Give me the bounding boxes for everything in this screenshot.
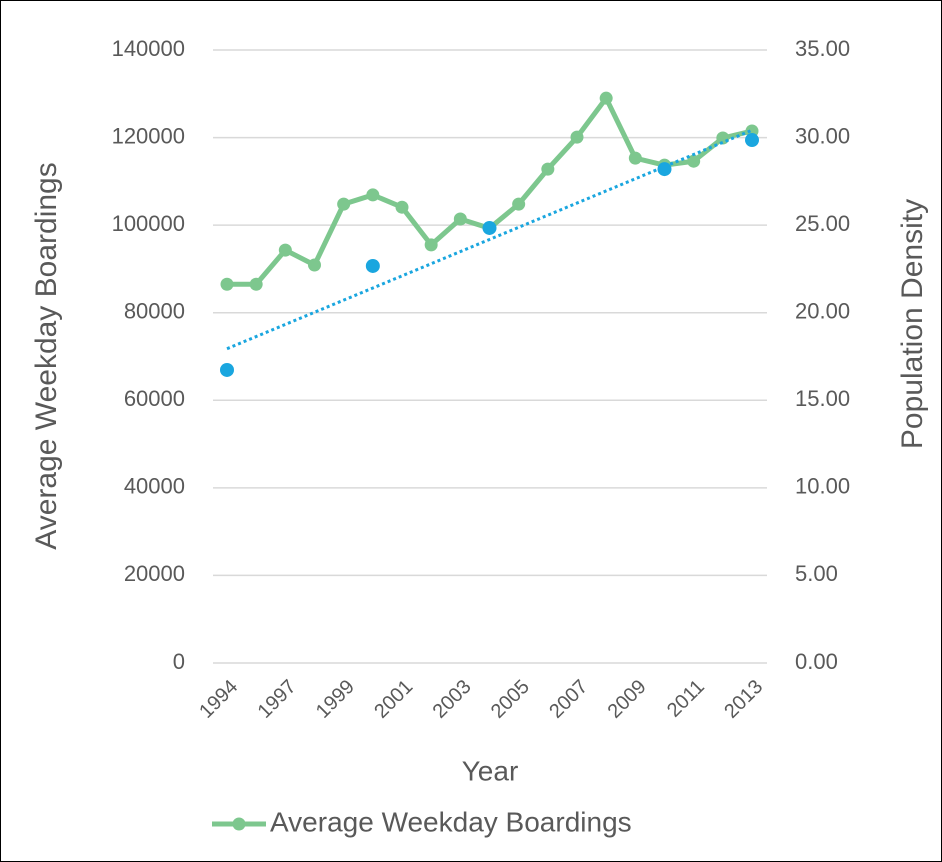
data-point (541, 162, 555, 176)
data-point (599, 91, 613, 105)
data-point (337, 197, 351, 211)
y-tick-label: 0 (173, 649, 185, 674)
trendline (226, 128, 753, 351)
data-point (220, 362, 234, 377)
y-axis-title: Average Weekday Boardings (30, 162, 63, 549)
y2-tick-label: 0.00 (795, 649, 838, 674)
data-point (570, 130, 584, 144)
y-tick-label: 40000 (124, 474, 185, 499)
y-tick-label: 140000 (112, 36, 185, 61)
data-point (512, 197, 526, 211)
y-tick-label: 100000 (112, 211, 185, 236)
y2-tick-label: 20.00 (795, 299, 850, 324)
y2-tick-label: 25.00 (795, 211, 850, 236)
y2-tick-label: 5.00 (795, 561, 838, 586)
data-point (628, 151, 642, 165)
data-point (424, 238, 438, 252)
data-point (278, 243, 292, 257)
data-point (366, 188, 380, 202)
y2-tick-label: 10.00 (795, 474, 850, 499)
y2-axis-title: Population Density (896, 199, 929, 449)
y2-tick-label: 15.00 (795, 386, 850, 411)
y2-tick-label: 35.00 (795, 36, 850, 61)
data-point (395, 200, 409, 214)
legend-label: Average Weekday Boardings (270, 806, 632, 837)
y-tick-label: 20000 (124, 561, 185, 586)
data-point (687, 154, 701, 168)
x-axis-title: Year (462, 755, 519, 786)
y-tick-label: 120000 (112, 123, 185, 148)
y-tick-label: 60000 (124, 386, 185, 411)
data-point (249, 277, 263, 291)
data-point (308, 258, 321, 272)
data-point (482, 220, 497, 235)
data-point (220, 277, 234, 291)
data-point (365, 258, 380, 273)
y-tick-label: 80000 (124, 299, 185, 324)
y2-tick-label: 30.00 (795, 123, 850, 148)
data-point (745, 133, 759, 148)
legend-marker (232, 817, 246, 831)
data-point (453, 212, 467, 226)
data-point (657, 162, 672, 177)
